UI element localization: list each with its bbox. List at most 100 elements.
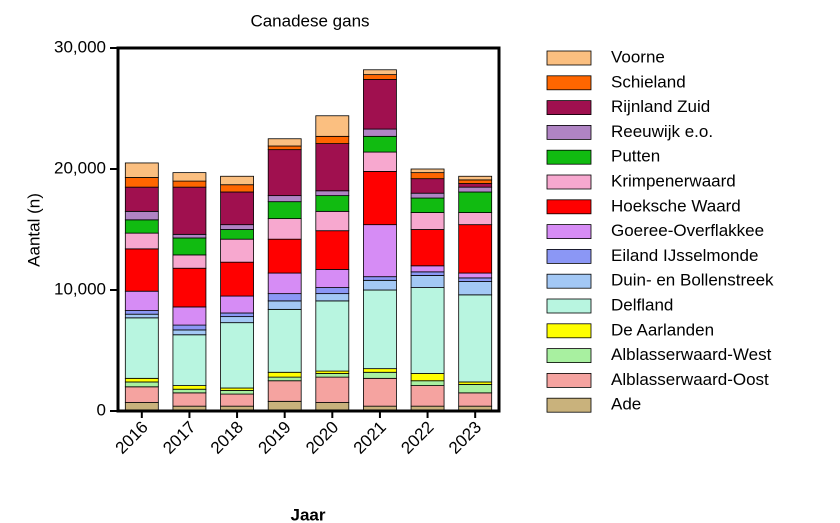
bar-segment [267, 371, 302, 378]
bar-segment [172, 324, 207, 331]
legend-label: Schieland [611, 72, 686, 91]
bar-segment [124, 177, 159, 188]
bar-segment [220, 322, 254, 389]
legend-label: Alblasserwaard-West [611, 345, 772, 364]
bar-segment [220, 295, 254, 314]
bar-segment [124, 162, 159, 178]
y-tick-label: 30,000 [54, 37, 106, 56]
x-tick-label: 2023 [445, 418, 485, 458]
legend-swatch [546, 224, 592, 240]
y-tick-label: 20,000 [54, 158, 106, 177]
legend-swatch [546, 248, 592, 264]
bar-segment [410, 197, 445, 213]
bar-segment [315, 269, 350, 288]
bar-segment [172, 334, 207, 386]
bar-segment [220, 175, 254, 186]
bar-segment [220, 390, 254, 395]
bar-segment [220, 312, 254, 318]
bar-segment [410, 172, 445, 180]
x-tick-label: 2016 [112, 418, 152, 458]
bar-segment [315, 135, 350, 144]
legend-label: Eiland IJsselmonde [611, 246, 758, 265]
bar-segment [458, 179, 493, 184]
bar-segment [172, 172, 207, 182]
bar-segment [315, 143, 350, 192]
legend-swatch [546, 273, 592, 289]
bar-segment [267, 380, 302, 402]
legend-swatch [546, 174, 592, 190]
bar-segment [124, 186, 159, 212]
bar-segment [410, 192, 445, 199]
legend-label: Alblasserwaard-Oost [611, 370, 769, 389]
bar-segment [315, 293, 350, 302]
bar-segment [267, 238, 302, 274]
bar-segment [458, 272, 493, 279]
bar-segment [315, 190, 350, 197]
bar-segment [458, 281, 493, 296]
legend-label: Goeree-Overflakkee [611, 221, 764, 240]
x-tick-label: 2018 [207, 418, 247, 458]
bar-segment [363, 151, 397, 172]
bar-segment [267, 195, 302, 203]
bar-segment [315, 300, 350, 372]
y-axis-label: Aantal (n) [24, 193, 43, 267]
bar-segment [363, 128, 397, 137]
legend-label: Voorne [611, 47, 665, 66]
bar-segment [458, 224, 493, 274]
bar-segment [410, 287, 445, 374]
bar-segment [267, 293, 302, 302]
bar-segment [363, 289, 397, 370]
y-tick-label: 10,000 [54, 279, 106, 298]
bar-segment [363, 69, 397, 76]
bar-segment [172, 233, 207, 239]
bar-segment [363, 171, 397, 226]
bar-segment [267, 300, 302, 310]
legend-label: Reeuwijk e.o. [611, 122, 713, 141]
bar-segment [267, 138, 302, 147]
bar-segment [410, 380, 445, 386]
bar-segment [220, 238, 254, 263]
bar-segment [458, 175, 493, 181]
bar-segment [410, 385, 445, 407]
legend-label: Hoeksche Waard [611, 196, 741, 215]
bar-segment [172, 306, 207, 326]
bar-segment [363, 135, 397, 153]
bar-segment [315, 115, 350, 137]
bar-segment [172, 180, 207, 188]
bar-segment [220, 261, 254, 297]
legend-swatch [546, 397, 592, 413]
bar-segment [410, 271, 445, 276]
bar-segment [172, 388, 207, 394]
legend-swatch [546, 348, 592, 364]
bar-segment [220, 191, 254, 226]
legend-label: Duin- en Bollenstreek [611, 271, 774, 290]
legend-swatch [546, 149, 592, 165]
bar-segment [220, 224, 254, 230]
bar-segment [124, 219, 159, 234]
bar-segment [124, 290, 159, 311]
bar-segment [458, 277, 493, 282]
bar-segment [410, 373, 445, 382]
bar-segment [220, 316, 254, 324]
bar-segment [172, 254, 207, 269]
plot-frame [116, 46, 501, 413]
bar-segment [220, 229, 254, 240]
legend-swatch [546, 50, 592, 66]
bar-segment [124, 232, 159, 250]
bar-segment [410, 168, 445, 174]
bar-segment [220, 393, 254, 407]
bar-segment [363, 224, 397, 278]
bar-segment [172, 267, 207, 308]
bar-segment [172, 237, 207, 256]
bar-segment [315, 376, 350, 403]
bar-segment [315, 373, 350, 378]
legend-label: Delfland [611, 295, 673, 314]
bar-segment [172, 329, 207, 336]
bar-segment [172, 392, 207, 407]
bar-segment [220, 184, 254, 193]
y-tick-label: 0 [97, 400, 106, 419]
bar-segment [267, 218, 302, 240]
legend-swatch [546, 298, 592, 314]
bar-segment [124, 313, 159, 319]
